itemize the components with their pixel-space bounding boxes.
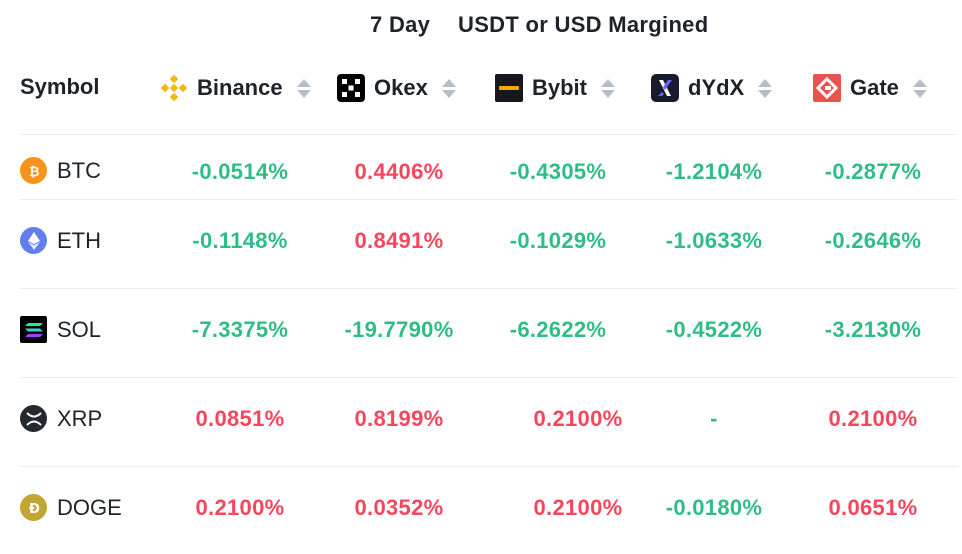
dogecoin-icon: Đ [20,494,47,521]
table-row: Đ DOGE 0.2100% 0.0352% 0.2100% -0.0180% … [20,467,958,554]
bitcoin-icon: ₿ [20,157,47,184]
symbol-column-header: Symbol [20,74,100,99]
solana-icon [20,316,47,343]
table-row: ETH -0.1148% 0.8491% -0.1029% -1.0633% -… [20,200,958,289]
header-bar: 7 Day USDT or USD Margined [0,0,962,50]
symbol-cell[interactable]: XRP [20,405,102,432]
sort-icon[interactable] [601,78,615,98]
svg-text:₿: ₿ [29,165,40,179]
row-divider [20,466,958,467]
rate-gate: -0.2877% [824,159,922,184]
rate-dydx: -1.0633% [665,228,763,253]
symbol-ticker: ETH [57,227,101,253]
xrp-icon [20,405,47,432]
table-row: ₿ BTC -0.0514% 0.4406% -0.4305% -1.2104%… [20,135,958,200]
rate-okex: 0.8199% [354,406,444,431]
rate-dydx: - [710,406,718,431]
rate-binance: 0.2100% [195,495,285,520]
svg-text:Đ: Đ [29,502,40,516]
symbol-cell[interactable]: ₿ BTC [20,157,101,184]
rate-bybit: -0.4305% [509,159,607,184]
rate-binance: -0.1148% [192,228,288,253]
rate-dydx: -0.0180% [665,495,763,520]
symbol-ticker: BTC [57,157,101,183]
rate-binance: -7.3375% [191,317,289,342]
exchange-name: Bybit [532,75,587,100]
rate-binance: -0.0514% [191,159,289,184]
row-divider [20,377,958,378]
symbol-ticker: SOL [57,316,102,342]
sort-icon[interactable] [296,78,311,98]
table-row: SOL -7.3375% -19.7790% -6.2622% -0.4522%… [20,289,958,378]
period-selector[interactable]: 7 Day [370,12,431,37]
rate-bybit: -0.1029% [509,228,607,253]
sort-icon[interactable] [758,78,773,98]
symbol-cell[interactable]: SOL [20,316,101,343]
ethereum-icon [20,227,47,254]
header-bybit[interactable]: Bybit [495,73,615,103]
rate-bybit: -6.2622% [509,317,607,342]
rate-okex: 0.8491% [354,228,444,253]
dydx-logo-icon [651,74,679,102]
table-header: Symbol Binance [0,60,962,116]
exchange-name: Gate [850,75,899,100]
rate-binance: 0.0851% [195,406,285,431]
table-row: XRP 0.0851% 0.8199% 0.2100% - 0.2100% [20,378,958,467]
rate-dydx: -1.2104% [665,159,763,184]
rate-gate: 0.0651% [828,495,918,520]
symbol-ticker: XRP [57,405,103,431]
rate-okex: -19.7790% [344,317,454,342]
symbol-cell[interactable]: Đ DOGE [20,494,122,521]
sort-icon[interactable] [441,78,456,98]
bybit-logo-icon [495,74,523,102]
exchange-name: dYdX [688,75,745,100]
binance-logo-icon [160,74,188,102]
row-divider [20,199,958,200]
rate-okex: 0.4406% [354,159,444,184]
rate-bybit: 0.2100% [533,495,623,520]
rate-gate: -3.2130% [824,317,922,342]
header-dydx[interactable]: dYdX [651,73,773,103]
exchange-name: Okex [374,75,428,100]
rate-gate: 0.2100% [828,406,918,431]
rate-bybit: 0.2100% [533,406,623,431]
header-binance[interactable]: Binance [160,73,311,103]
row-divider [20,288,958,289]
rate-gate: -0.2646% [824,228,922,253]
header-okex[interactable]: Okex [337,73,456,103]
header-divider [20,134,958,135]
symbol-ticker: DOGE [57,494,122,520]
margin-type-selector[interactable]: USDT or USD Margined [458,12,709,37]
sort-icon[interactable] [912,78,927,98]
symbol-cell[interactable]: ETH [20,227,101,254]
rate-dydx: -0.4522% [665,317,763,342]
exchange-name: Binance [197,75,283,100]
rate-okex: 0.0352% [354,495,444,520]
header-gate[interactable]: Gate [813,73,927,103]
okex-logo-icon [337,74,365,102]
gate-logo-icon [813,74,841,102]
